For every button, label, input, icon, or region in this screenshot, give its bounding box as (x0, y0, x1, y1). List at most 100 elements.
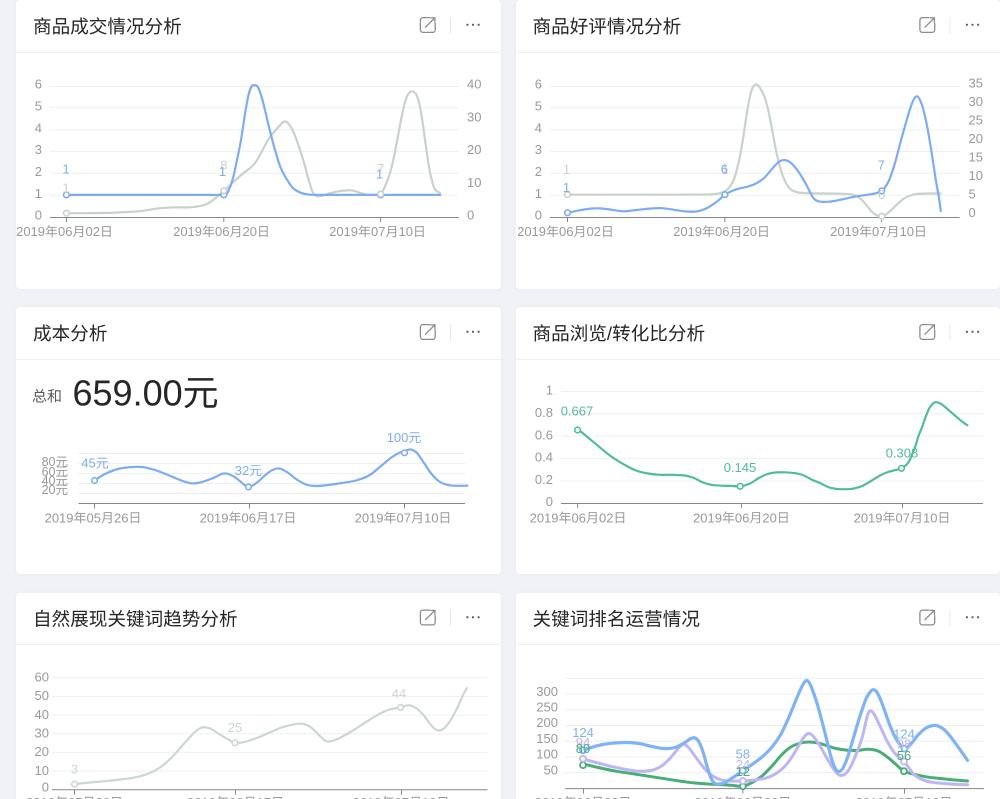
svg-text:10: 10 (969, 168, 983, 183)
svg-text:0: 0 (35, 208, 42, 223)
svg-text:2019: 2019 (353, 795, 382, 799)
svg-text:250: 250 (536, 700, 558, 715)
svg-text:0.145: 0.145 (724, 460, 757, 475)
svg-text:40: 40 (42, 474, 56, 488)
svg-text:0.4: 0.4 (535, 450, 553, 465)
svg-text:25: 25 (969, 113, 983, 128)
svg-text:80: 80 (42, 455, 56, 469)
svg-text:659.00: 659.00 (73, 373, 183, 414)
svg-text:1: 1 (535, 186, 542, 201)
svg-text:98: 98 (897, 736, 911, 751)
svg-text:0.667: 0.667 (561, 404, 594, 419)
svg-text:4: 4 (35, 120, 42, 135)
svg-text:2019: 2019 (16, 224, 45, 239)
svg-text:30: 30 (467, 110, 481, 125)
svg-text:20: 20 (243, 224, 257, 239)
svg-text:07: 07 (371, 224, 385, 239)
svg-text:1: 1 (219, 164, 226, 179)
svg-text:17: 17 (257, 795, 271, 799)
svg-text:2019: 2019 (856, 795, 885, 799)
svg-text:150: 150 (536, 731, 558, 746)
svg-text:2019: 2019 (200, 510, 229, 525)
svg-text:10: 10 (925, 795, 939, 799)
svg-text:3: 3 (535, 142, 542, 157)
svg-text:20: 20 (743, 224, 757, 239)
svg-text:0: 0 (42, 780, 49, 795)
svg-text:44: 44 (392, 686, 406, 701)
svg-text:50: 50 (35, 688, 49, 703)
svg-text:2019: 2019 (830, 224, 859, 239)
svg-text:02: 02 (604, 795, 618, 799)
svg-text:10: 10 (424, 510, 438, 525)
svg-text:7: 7 (377, 161, 384, 176)
svg-text:40: 40 (35, 707, 49, 722)
svg-text:06: 06 (577, 795, 591, 799)
svg-text:2019: 2019 (530, 510, 559, 525)
svg-text:26: 26 (114, 510, 128, 525)
svg-text:100: 100 (387, 430, 409, 445)
svg-text:8: 8 (220, 158, 227, 173)
svg-text:20: 20 (969, 131, 983, 146)
svg-text:6: 6 (535, 77, 542, 92)
svg-text:06: 06 (215, 224, 229, 239)
svg-text:45: 45 (81, 456, 95, 471)
svg-text:0.2: 0.2 (535, 472, 553, 487)
svg-text:02: 02 (86, 224, 100, 239)
svg-text:0.8: 0.8 (535, 405, 553, 420)
svg-text:10: 10 (900, 224, 914, 239)
svg-text:2: 2 (535, 164, 542, 179)
svg-text:6: 6 (721, 161, 728, 176)
svg-text:2019: 2019 (329, 224, 358, 239)
svg-text:06: 06 (735, 510, 749, 525)
svg-text:1: 1 (62, 180, 69, 195)
svg-text:50: 50 (544, 762, 558, 777)
svg-text:10: 10 (923, 510, 937, 525)
svg-text:10: 10 (467, 175, 481, 190)
svg-text:2019: 2019 (173, 224, 202, 239)
svg-text:06: 06 (58, 224, 72, 239)
svg-text:0: 0 (878, 187, 885, 202)
svg-text:12: 12 (736, 764, 750, 779)
svg-text:35: 35 (969, 76, 983, 91)
svg-text:5: 5 (969, 187, 976, 202)
svg-text:25: 25 (228, 720, 242, 735)
svg-text:2019: 2019 (693, 510, 722, 525)
svg-text:124: 124 (893, 727, 915, 742)
svg-text:2019: 2019 (535, 795, 564, 799)
svg-text:24: 24 (736, 757, 750, 772)
svg-text:3: 3 (35, 142, 42, 157)
svg-text:2019: 2019 (26, 795, 55, 799)
svg-text:7: 7 (878, 158, 885, 173)
svg-text:15: 15 (969, 150, 983, 165)
svg-text:124: 124 (572, 725, 594, 740)
svg-text:06: 06 (572, 510, 586, 525)
svg-text:07: 07 (397, 510, 411, 525)
svg-text:0.6: 0.6 (535, 427, 553, 442)
svg-text:2019: 2019 (517, 224, 546, 239)
svg-text:94: 94 (576, 735, 590, 750)
svg-text:/: / (607, 323, 613, 344)
svg-text:02: 02 (587, 224, 601, 239)
svg-text:100: 100 (536, 747, 558, 762)
svg-text:30: 30 (969, 94, 983, 109)
svg-text:17: 17 (269, 510, 283, 525)
svg-text:20: 20 (35, 744, 49, 759)
svg-text:07: 07 (872, 224, 886, 239)
svg-text:2019: 2019 (355, 510, 384, 525)
svg-text:2019: 2019 (694, 795, 723, 799)
svg-text:2019: 2019 (187, 795, 216, 799)
svg-text:1: 1 (35, 186, 42, 201)
svg-text:07: 07 (395, 795, 409, 799)
svg-text:20: 20 (467, 142, 481, 157)
svg-text:2019: 2019 (673, 224, 702, 239)
svg-text:1: 1 (721, 162, 728, 177)
svg-text:56: 56 (897, 748, 911, 763)
svg-text:40: 40 (467, 77, 481, 92)
svg-text:3: 3 (71, 762, 78, 777)
svg-text:1: 1 (62, 162, 69, 177)
svg-text:30: 30 (35, 726, 49, 741)
svg-text:06: 06 (242, 510, 256, 525)
svg-text:10: 10 (35, 763, 49, 778)
svg-text:26: 26 (96, 795, 110, 799)
svg-text:02: 02 (599, 510, 613, 525)
